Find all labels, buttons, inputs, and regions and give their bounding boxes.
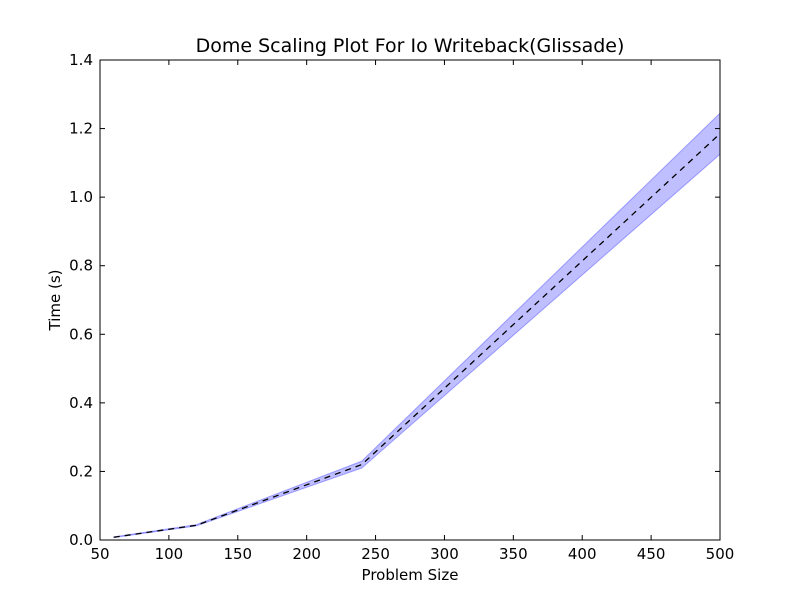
x-tick-label: 400 — [568, 545, 597, 563]
x-tick-label: 100 — [155, 545, 184, 563]
y-axis-ticks: 0.0 0.2 0.4 0.6 0.8 1.0 1.2 1.4 — [69, 51, 720, 549]
x-tick-label: 350 — [499, 545, 528, 563]
x-tick-label: 50 — [90, 545, 109, 563]
confidence-band — [113, 111, 721, 539]
x-tick-label: 450 — [637, 545, 666, 563]
x-axis-ticks: 50 100 150 200 250 300 350 400 450 500 — [90, 60, 734, 563]
x-tick-label: 500 — [706, 545, 735, 563]
series-line — [113, 133, 721, 538]
x-tick-label: 150 — [223, 545, 252, 563]
data-point — [112, 536, 115, 539]
x-tick-label: 300 — [430, 545, 459, 563]
x-axis-label: Problem Size — [362, 566, 459, 584]
y-tick-label: 1.0 — [69, 188, 93, 206]
y-tick-label: 0.4 — [69, 394, 93, 412]
y-tick-label: 0.6 — [69, 325, 93, 343]
data-point — [195, 524, 198, 527]
x-tick-label: 250 — [361, 545, 390, 563]
plot-frame — [99, 59, 721, 541]
y-axis-label: Time (s) — [46, 270, 64, 332]
x-tick-label: 200 — [292, 545, 321, 563]
confidence-band-layer — [113, 111, 721, 539]
y-tick-label: 0.2 — [69, 462, 93, 480]
chart-title: Dome Scaling Plot For Io Writeback(Gliss… — [196, 35, 625, 57]
data-point — [360, 463, 363, 466]
y-tick-label: 0.8 — [69, 257, 93, 275]
y-tick-label: 1.2 — [69, 120, 93, 138]
y-tick-label: 0.0 — [69, 531, 93, 549]
series-line-layer — [112, 133, 721, 539]
y-tick-label: 1.4 — [69, 51, 93, 69]
